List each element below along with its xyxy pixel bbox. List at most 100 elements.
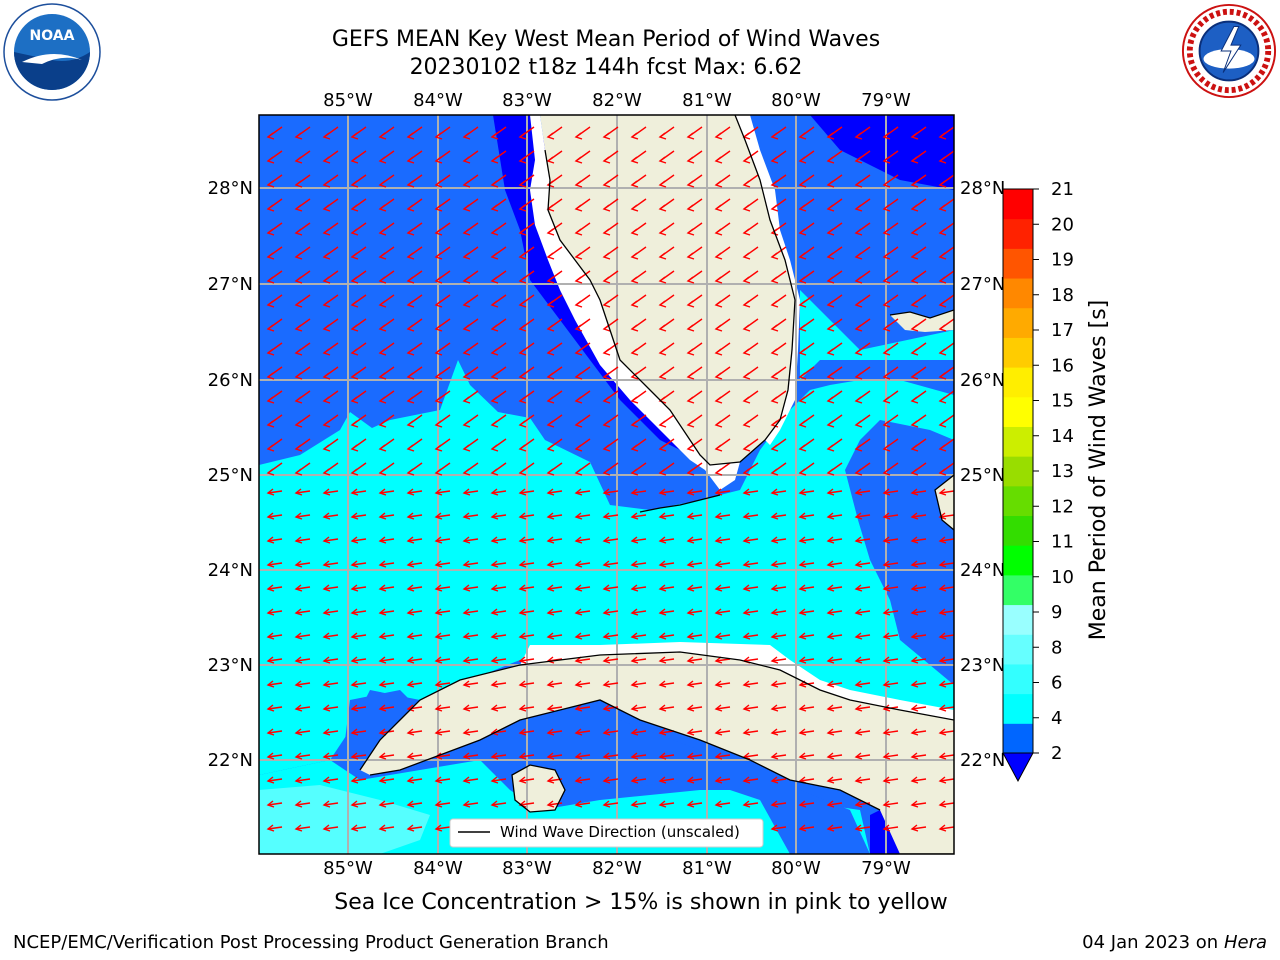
wind-vector-arrow [798,222,815,236]
wind-vector-arrow [490,294,507,308]
wind-vector-arrow [490,560,507,568]
wind-vector-arrow [798,270,815,284]
wind-vector-arrow [938,198,954,212]
wind-vector-arrow [686,704,703,712]
wind-vector-arrow [826,342,843,356]
wind-vector-arrow [686,270,703,284]
wind-vector-arrow [854,728,871,736]
wind-vector-arrow [434,414,451,428]
wind-vector-arrow [294,174,311,188]
wind-vector-arrow [546,126,563,140]
wind-vector-arrow [434,294,451,308]
wind-vector-arrow [602,728,619,736]
wind-vector-arrow [798,704,815,712]
wind-vector-arrow [406,294,423,308]
nodata-coastal-band [735,115,800,445]
wind-vector-arrow [938,824,954,832]
wind-vector-arrow [266,342,283,356]
lon-tick-label: 82°W [592,90,642,111]
cuba-landmass [360,652,954,854]
wind-vector-arrow [602,174,619,188]
wind-vector-arrow [350,824,367,832]
wind-vector-arrow [406,704,423,712]
wind-vector-arrow [742,704,759,712]
wind-vector-arrow [378,800,395,808]
colorbar-segment [1003,337,1033,368]
credit-branch: NCEP/EMC/Verification Post Processing Pr… [13,932,609,953]
wind-vector-arrow [602,390,619,404]
wind-vector-arrow [518,462,535,476]
wind-vector-arrow [910,318,927,332]
wind-vector-arrow [294,270,311,284]
wind-vector-arrow [350,318,367,332]
wind-vector-arrow [490,342,507,356]
wind-vector-arrow [910,462,927,476]
wind-vector-arrow [854,150,871,164]
wind-vector-arrow [546,608,563,616]
wind-vector-arrow [574,536,591,544]
lat-tick-label: 28°N [208,178,253,199]
wind-vector-arrow [434,246,451,260]
wind-vector-arrow [406,728,423,736]
wind-vector-arrow [266,246,283,260]
wind-vector-arrow [406,222,423,236]
wind-vector-arrow [714,126,731,140]
wind-vector-arrow [826,366,843,380]
wind-vector-arrow [434,318,451,332]
wind-vector-arrow [658,342,675,356]
wind-vector-arrow [462,680,479,688]
wind-vector-arrow [938,390,954,404]
wind-vector-arrow [518,584,535,592]
wind-vector-arrow [574,488,591,496]
wind-vector-arrow [518,246,535,260]
wind-vector-arrow [490,488,507,496]
colorbar-segment [1003,663,1033,695]
wind-vector-arrow [686,126,703,140]
wind-vector-arrow [658,318,675,332]
wind-vector-arrow [462,512,479,520]
wind-vector-arrow [574,390,591,404]
wind-vector-arrow [938,462,954,476]
wind-vector-arrow [910,536,927,544]
wind-vector-arrow [490,222,507,236]
wind-vector-arrow [378,150,395,164]
wind-vector-arrow [854,270,871,284]
wind-vector-arrow [686,728,703,736]
wind-vector-arrow [882,584,899,592]
wind-vector-arrow [434,608,451,616]
wind-vector-arrow [714,800,731,808]
wind-vector-arrow [826,824,843,832]
wind-vector-arrow [938,342,954,356]
wind-vector-arrow [686,608,703,616]
wind-vector-arrow [770,366,787,380]
wind-vector-arrow [462,632,479,640]
lon-tick-label: 83°W [502,90,552,111]
wind-vector-arrow [742,680,759,688]
wind-vector-arrow [826,536,843,544]
wind-vector-arrow [322,536,339,544]
colorbar-tick-label: 6 [1051,673,1062,694]
noaa-logo: NOAA [3,3,101,101]
wind-vector-arrow [490,656,507,664]
wind-vector-arrow [546,318,563,332]
wind-vector-arrow [322,414,339,428]
wind-vector-arrow [574,752,591,760]
wind-vector-arrow [378,414,395,428]
wind-vector-arrow [854,414,871,428]
wind-vector-arrow [938,608,954,616]
wind-vector-arrow [938,800,954,808]
wind-vector-arrow [266,462,283,476]
wind-vector-arrow [798,198,815,212]
wind-vector-arrow [378,824,395,832]
wind-vector-arrow [770,752,787,760]
wind-vector-arrow [630,728,647,736]
wind-vector-arrow [266,222,283,236]
wind-vector-arrow [686,752,703,760]
wind-vector-arrow [910,342,927,356]
wind-vector-arrow [770,512,787,520]
wind-vector-arrow [938,776,954,784]
wind-vector-arrow [714,488,731,496]
wind-vector-arrow [294,536,311,544]
wind-vector-arrow [546,632,563,640]
wind-vector-arrow [490,126,507,140]
